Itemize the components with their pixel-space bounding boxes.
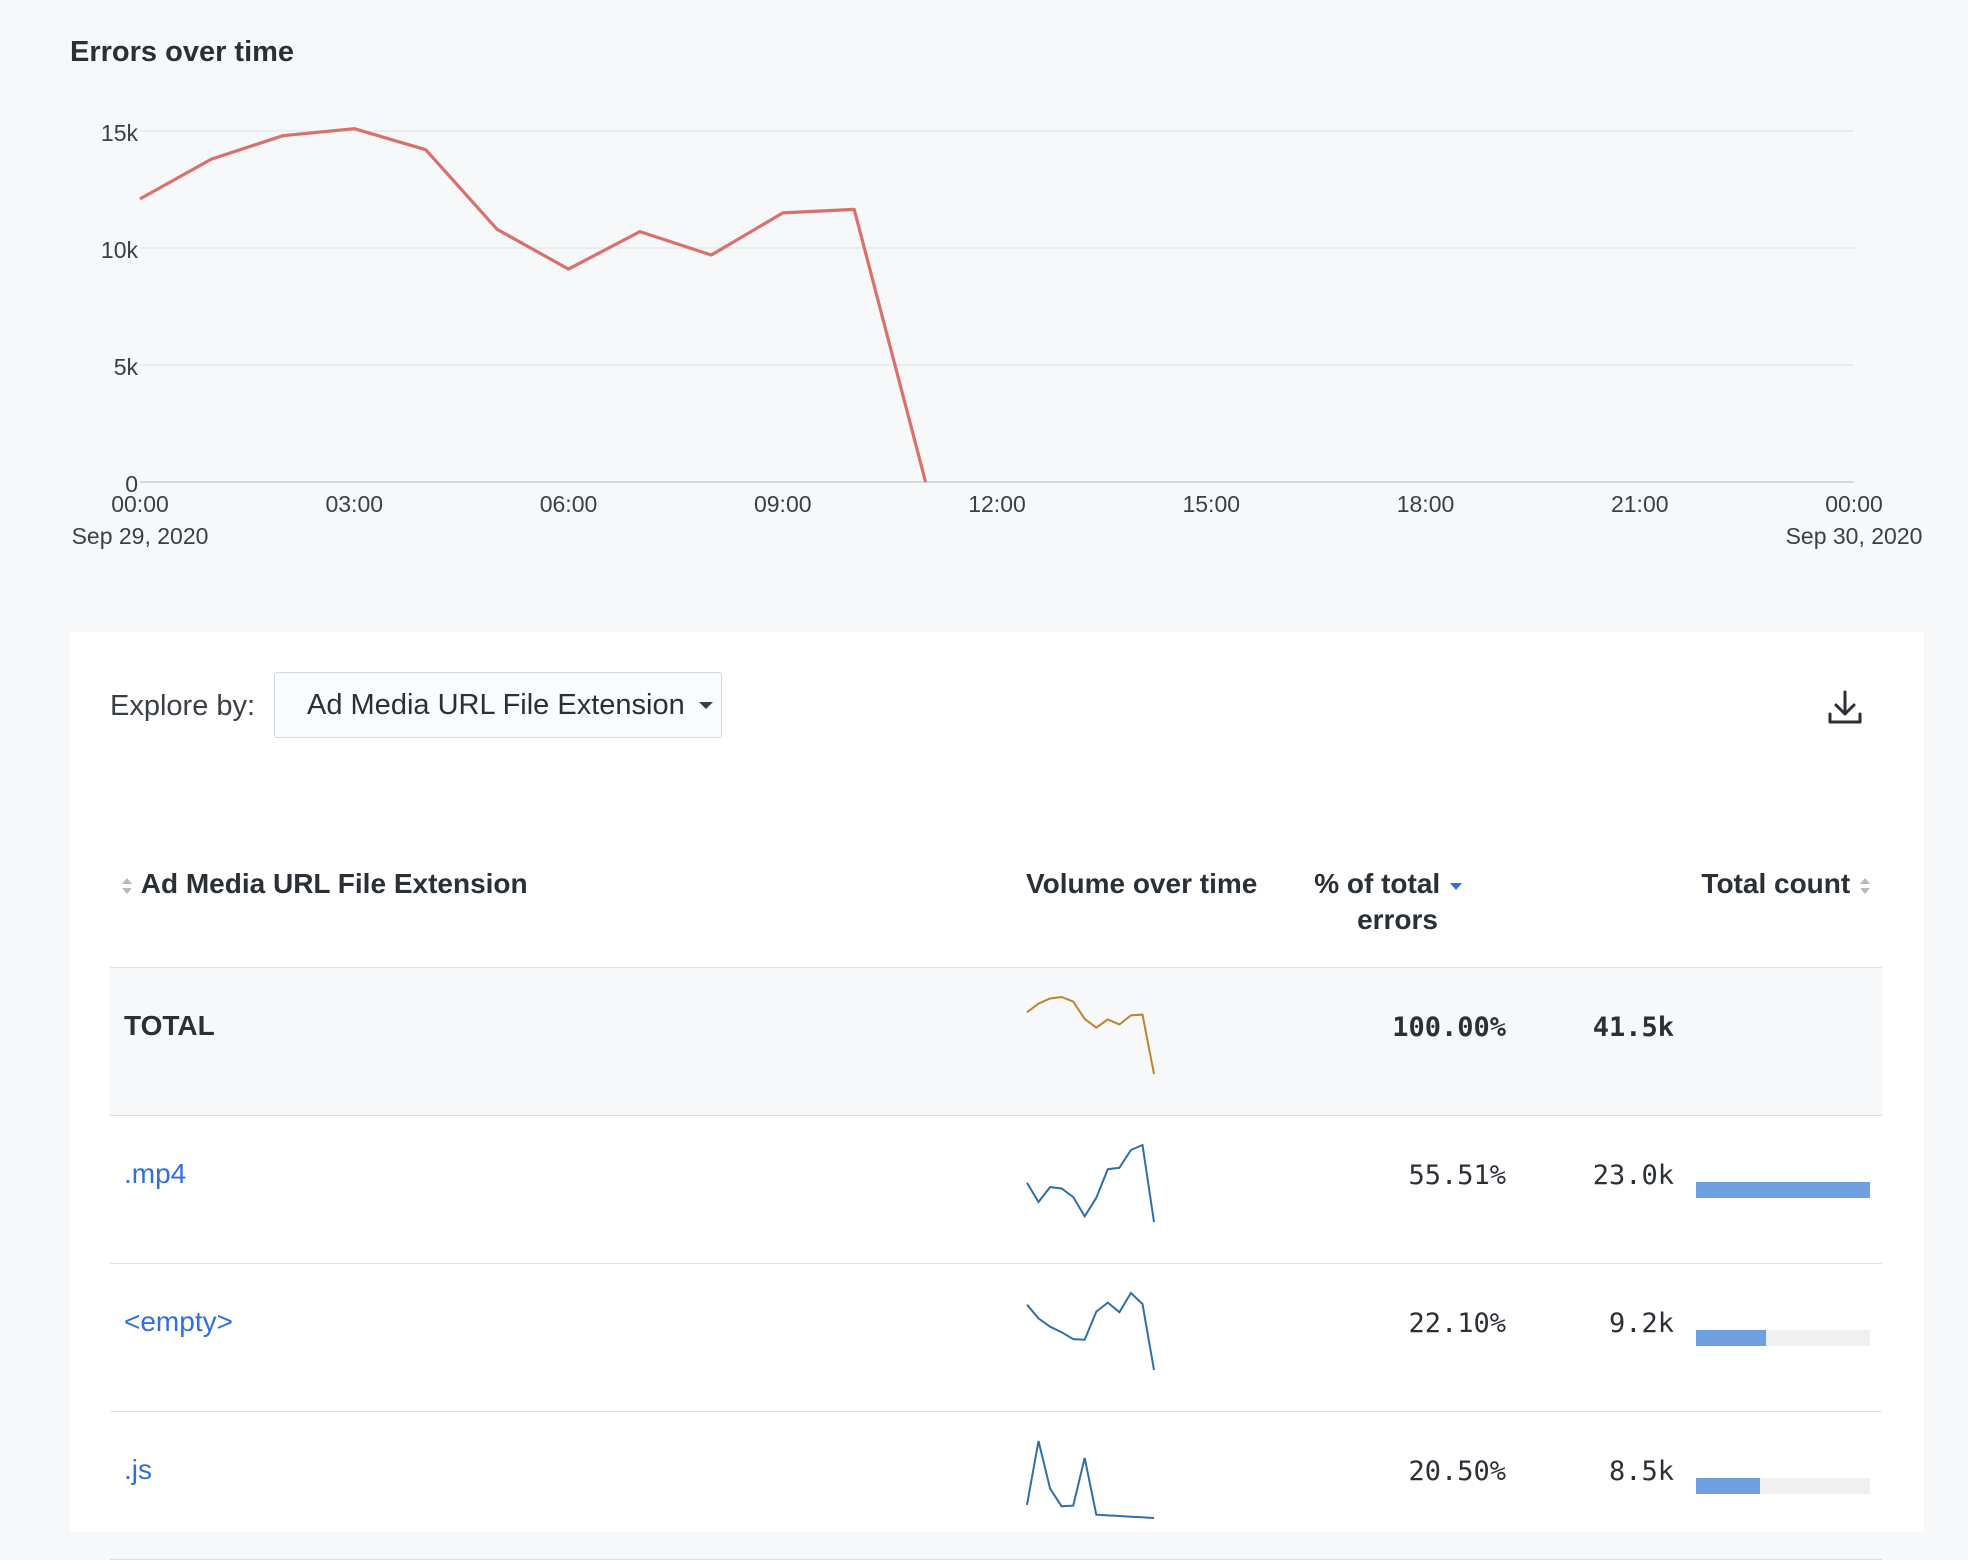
count-bar [1696,1478,1870,1494]
row-pct: 100.00% [1392,1012,1506,1043]
column-header-name-label: Ad Media URL File Extension [140,868,528,899]
count-bar-fill [1696,1330,1766,1346]
sort-icon [1860,877,1870,894]
sparkline [1026,1143,1155,1223]
row-name: TOTAL [124,1010,215,1041]
x-tick-label: 06:00 [540,491,598,517]
x-tick-label: 21:00 [1611,491,1669,517]
row-name-link[interactable]: <empty> [124,1306,233,1337]
download-icon [1828,690,1862,724]
sparkline-path [1026,1143,1155,1223]
column-header-pct-label: % of total [1314,868,1441,899]
row-count: 8.5k [1608,1456,1674,1487]
column-header-pct[interactable]: % of total errors [1250,866,1464,938]
row-count: 9.2k [1608,1308,1674,1339]
x-tick-sublabel: Sep 30, 2020 [1786,523,1923,549]
x-tick-sublabel: Sep 29, 2020 [72,523,209,549]
x-tick-label: 09:00 [754,491,812,517]
sparkline-path [1026,995,1155,1075]
x-tick-label: 15:00 [1182,491,1240,517]
table-row: .js 20.50% 8.5k [110,1412,1882,1560]
sparkline [1026,1291,1155,1371]
count-bar [1696,1330,1870,1346]
explore-panel: Explore by: Ad Media URL File Extension … [70,632,1924,1560]
column-header-pct-label-2: errors [1357,904,1438,935]
row-pct: 55.51% [1408,1160,1506,1191]
row-pct: 20.50% [1408,1456,1506,1487]
count-bar-fill [1696,1182,1870,1198]
row-name-link[interactable]: .js [124,1454,152,1485]
sparkline [1026,995,1155,1075]
column-header-count-label: Total count [1701,868,1851,899]
x-tick-label: 03:00 [325,491,383,517]
x-tick-label: 00:00 [111,491,169,517]
chart-title: Errors over time [70,36,295,68]
errors-chart: Errors over time 0 5k 10k 15k 00:00 Sep 29, 2… [0,0,1968,632]
errors-line-chart: 0 5k 10k 15k 00:00 Sep 29, 2020 03:00 06:00 09:0… [72,120,1923,549]
sparkline-path [1026,1440,1155,1519]
row-pct: 22.10% [1408,1308,1506,1339]
row-count: 23.0k [1592,1160,1674,1191]
table-row: <empty> 22.10% 9.2k [110,1264,1882,1412]
explore-by-label: Explore by: [110,690,256,722]
chevron-down-icon [698,701,713,709]
y-tick-label: 10k [101,237,139,263]
x-tick-label: 12:00 [968,491,1026,517]
row-name-link[interactable]: .mp4 [124,1158,187,1189]
x-tick-label: 18:00 [1397,491,1455,517]
column-header-volume: Volume over time [1026,868,1258,899]
sort-icon [122,877,132,894]
column-header-count[interactable]: Total count [1701,866,1872,902]
explore-by-selected: Ad Media URL File Extension [307,688,685,721]
table-row-total: TOTAL 100.00% 41.5k [110,968,1882,1116]
sparkline [1026,1440,1155,1519]
table-header: Ad Media URL File Extension Volume over … [110,832,1882,968]
x-tick-label: 00:00 [1825,491,1883,517]
sort-desc-icon [1450,882,1462,890]
table-body: TOTAL 100.00% 41.5k .mp4 55.51% 23.0k <e… [110,968,1882,1560]
series-line-errors [139,127,928,483]
download-button[interactable] [1826,688,1864,728]
y-tick-label: 0 [125,471,138,497]
explore-by-dropdown[interactable]: Ad Media URL File Extension [274,672,722,738]
table-row: .mp4 55.51% 23.0k [110,1116,1882,1264]
sparkline-path [1026,1291,1155,1371]
row-count: 41.5k [1592,1012,1674,1043]
column-header-name[interactable]: Ad Media URL File Extension [120,866,528,902]
y-tick-label: 5k [114,354,139,380]
count-bar-fill [1696,1478,1761,1494]
breakdown-table: Ad Media URL File Extension Volume over … [110,832,1882,1560]
count-bar [1696,1182,1870,1198]
y-tick-label: 15k [101,120,139,146]
